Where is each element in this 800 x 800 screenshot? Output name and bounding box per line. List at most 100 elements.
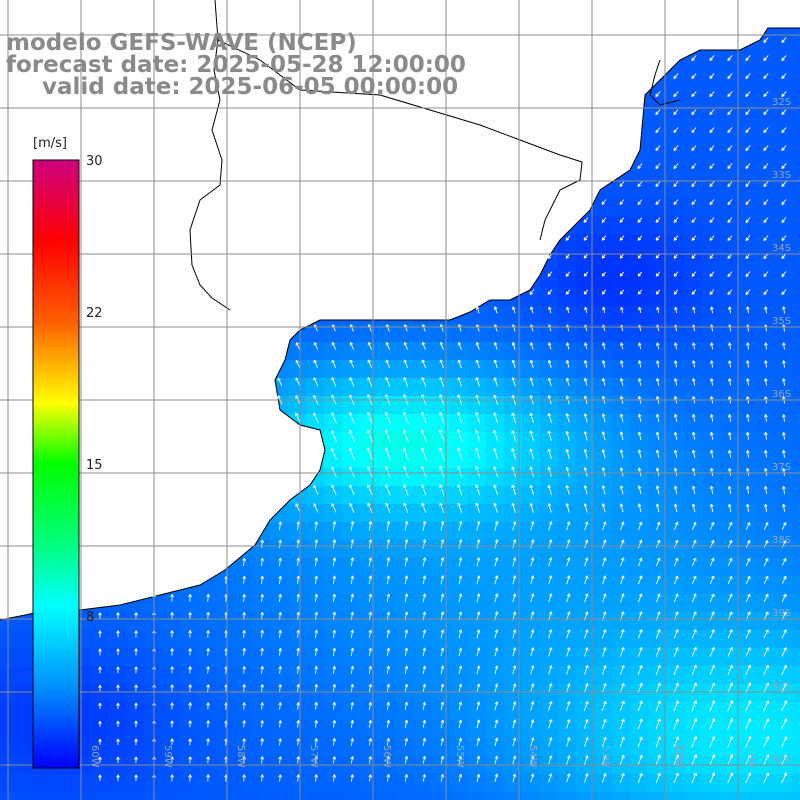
wind-cell (594, 684, 613, 703)
wind-arrow (439, 502, 445, 514)
wind-arrow (780, 754, 788, 766)
wind-cell (648, 180, 667, 199)
wind-arrow (530, 719, 535, 729)
wind-arrow (655, 700, 661, 712)
wind-cell (648, 576, 667, 595)
wind-cell (702, 738, 721, 757)
wind-cell (450, 720, 469, 739)
wind-cell (324, 702, 343, 721)
wind-arrow (332, 720, 337, 728)
wind-cell (630, 576, 649, 595)
wind-arrow (403, 341, 408, 350)
wind-arrow (619, 467, 624, 477)
wind-arrow (763, 647, 769, 657)
wind-cell (450, 702, 469, 721)
wind-cell (540, 702, 559, 721)
wind-cell (0, 792, 19, 800)
wind-cell (666, 252, 685, 271)
wind-arrow (404, 756, 409, 764)
wind-arrow (511, 359, 516, 369)
wind-cell (486, 540, 505, 559)
wind-cell (594, 396, 613, 415)
wind-arrow (456, 447, 463, 461)
wind-arrow (673, 629, 679, 639)
wind-cell (774, 180, 793, 199)
wind-arrow (691, 109, 697, 116)
wind-cell (738, 486, 757, 505)
wind-cell (792, 468, 800, 487)
wind-cell (774, 162, 793, 181)
wind-cell (378, 414, 397, 433)
wind-arrow (565, 430, 570, 441)
wind-arrow (673, 539, 679, 549)
wind-arrow (619, 431, 624, 441)
wind-cell (378, 360, 397, 379)
wind-arrow (242, 593, 246, 602)
wind-cell (612, 180, 631, 199)
wind-arrow (619, 736, 625, 748)
wind-cell (450, 378, 469, 397)
wind-cell (756, 72, 775, 91)
wind-cell (360, 612, 379, 631)
wind-arrow (296, 756, 300, 764)
wind-cell (774, 486, 793, 505)
wind-arrow (296, 575, 301, 585)
wind-cell (342, 324, 361, 343)
wind-arrow (98, 720, 102, 727)
wind-cell (774, 288, 793, 307)
wind-arrow (727, 664, 733, 676)
wind-cell (360, 324, 379, 343)
wind-cell (504, 378, 523, 397)
wind-cell (450, 342, 469, 361)
wind-arrow (170, 648, 174, 656)
wind-arrow (727, 181, 733, 188)
wind-arrow (350, 539, 355, 549)
wind-cell (576, 792, 595, 800)
wind-arrow (332, 702, 337, 710)
wind-arrow (404, 647, 409, 657)
wind-arrow (745, 163, 751, 170)
wind-arrow (494, 557, 499, 567)
wind-cell (108, 738, 127, 757)
wind-cell (432, 540, 451, 559)
wind-cell (612, 576, 631, 595)
lat-label: 39S (772, 608, 791, 619)
wind-cell (360, 414, 379, 433)
wind-cell (630, 630, 649, 649)
wind-arrow (350, 756, 355, 764)
wind-cell (450, 450, 469, 469)
wind-arrow (727, 467, 732, 476)
wind-cell (594, 576, 613, 595)
wind-cell (234, 648, 253, 667)
wind-cell (576, 360, 595, 379)
wind-arrow (458, 683, 463, 693)
wind-cell (504, 360, 523, 379)
wind-arrow (386, 575, 391, 585)
wind-arrow (637, 700, 643, 712)
wind-arrow (583, 360, 588, 368)
wind-cell (162, 702, 181, 721)
wind-cell (612, 504, 631, 523)
wind-arrow (709, 682, 715, 694)
wind-arrow (530, 629, 535, 639)
wind-arrow (368, 575, 373, 585)
wind-cell (720, 306, 739, 325)
wind-cell (414, 432, 433, 451)
wind-cell (540, 720, 559, 739)
wind-arrow (548, 539, 553, 549)
wind-cell (702, 450, 721, 469)
wind-cell (792, 450, 800, 469)
wind-cell (720, 180, 739, 199)
wind-cell (612, 432, 631, 451)
wind-arrow (457, 502, 463, 514)
wind-arrow (350, 702, 355, 710)
wind-cell (90, 666, 109, 685)
wind-arrow (188, 594, 192, 602)
wind-arrow (727, 109, 733, 116)
wind-cell (792, 126, 800, 145)
wind-cell (522, 684, 541, 703)
wind-cell (648, 630, 667, 649)
wind-arrow (402, 429, 409, 443)
wind-cell (378, 774, 397, 793)
